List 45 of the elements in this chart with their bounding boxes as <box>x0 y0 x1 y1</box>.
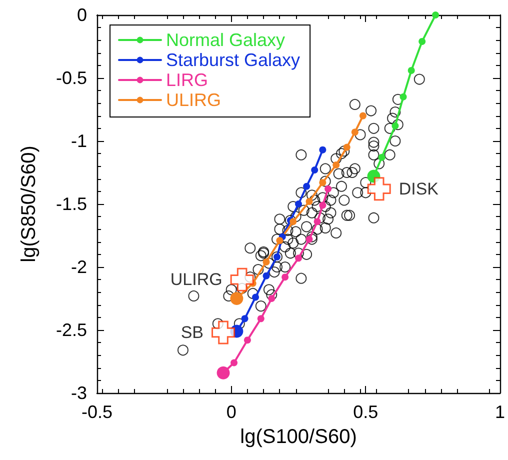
legend-label: Normal Galaxy <box>166 30 286 50</box>
y-tick-label: -3 <box>70 383 87 403</box>
y-tick-label: -1.5 <box>56 194 87 214</box>
x-tick-label: 0 <box>226 402 236 422</box>
annotation: SB <box>180 323 204 342</box>
x-tick-label: 1 <box>494 402 505 422</box>
y-tick-label: -2 <box>70 257 87 277</box>
x-tick-label: 0.5 <box>353 402 378 422</box>
legend-label: LIRG <box>166 70 208 90</box>
point <box>262 272 270 280</box>
point <box>276 237 284 244</box>
point <box>324 185 332 192</box>
x-axis-title: lg(S100/S60) <box>240 426 357 448</box>
legend-label: Starburst Galaxy <box>166 50 300 70</box>
point <box>230 359 238 366</box>
point <box>268 295 276 302</box>
point <box>241 315 248 322</box>
point <box>408 66 415 74</box>
point <box>332 161 340 168</box>
y-tick-label: -0.5 <box>56 68 87 88</box>
point <box>359 112 366 120</box>
point <box>311 166 318 174</box>
point <box>319 146 326 154</box>
point <box>295 200 302 208</box>
point <box>257 315 264 322</box>
point <box>400 93 407 100</box>
point <box>432 12 440 18</box>
point <box>282 274 289 281</box>
y-tick-label: 0 <box>76 5 87 25</box>
point <box>306 198 313 205</box>
point <box>314 218 321 226</box>
annotation: DISK <box>398 179 440 198</box>
point <box>418 38 426 45</box>
y-tick-label: -1 <box>70 131 87 151</box>
y-tick-label: -2.5 <box>56 320 87 340</box>
annotation: ULIRG <box>170 270 222 290</box>
legend-label: ULIRG <box>166 90 222 110</box>
point <box>343 144 350 151</box>
y-axis-title: lg(S850/S60) <box>18 146 40 262</box>
point <box>252 294 260 301</box>
point <box>295 254 302 262</box>
point <box>303 182 310 190</box>
point <box>351 128 358 136</box>
point <box>378 154 386 161</box>
point <box>244 336 251 344</box>
